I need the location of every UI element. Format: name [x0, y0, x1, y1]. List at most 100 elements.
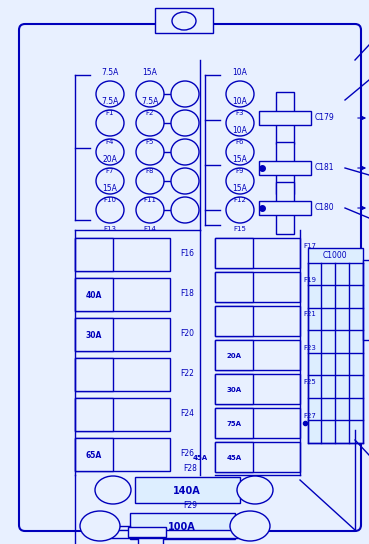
Bar: [75, 278, 113, 311]
Text: 15A: 15A: [232, 155, 248, 164]
Ellipse shape: [226, 197, 254, 223]
Text: 45A: 45A: [193, 455, 208, 461]
Text: F19: F19: [303, 277, 316, 283]
Text: F26: F26: [180, 449, 194, 459]
Text: 45A: 45A: [227, 455, 242, 461]
Text: F16: F16: [180, 250, 194, 258]
Bar: [215, 374, 253, 404]
Text: F13: F13: [103, 226, 117, 232]
Bar: [135, 477, 240, 503]
Text: 10A: 10A: [232, 97, 248, 106]
Bar: [363, 260, 369, 340]
Bar: [340, 370, 362, 430]
Bar: [75, 318, 113, 351]
Ellipse shape: [172, 12, 196, 30]
Text: F11: F11: [144, 197, 156, 203]
Bar: [276, 182, 294, 234]
Text: 10A: 10A: [232, 126, 248, 135]
Ellipse shape: [226, 110, 254, 136]
Bar: [215, 272, 300, 302]
Text: F25: F25: [303, 379, 316, 385]
Text: F28: F28: [183, 464, 197, 473]
Text: F1: F1: [106, 110, 114, 116]
Bar: [130, 513, 235, 539]
Text: 140A: 140A: [173, 486, 201, 496]
Bar: [259, 111, 311, 125]
Ellipse shape: [171, 197, 199, 223]
Text: 40A: 40A: [86, 292, 102, 300]
Bar: [75, 398, 170, 431]
Ellipse shape: [226, 81, 254, 107]
Ellipse shape: [136, 110, 164, 136]
Bar: [259, 201, 311, 215]
Text: F23: F23: [303, 345, 316, 351]
Ellipse shape: [96, 110, 124, 136]
Bar: [276, 92, 294, 144]
Bar: [75, 358, 170, 391]
Text: F22: F22: [180, 369, 194, 379]
Bar: [215, 408, 253, 438]
Text: F12: F12: [234, 197, 246, 203]
Text: F10: F10: [103, 197, 117, 203]
Text: C181: C181: [315, 164, 335, 172]
Ellipse shape: [226, 139, 254, 165]
Text: 20A: 20A: [227, 353, 241, 359]
Text: 7.5A: 7.5A: [101, 97, 119, 106]
Ellipse shape: [96, 139, 124, 165]
Bar: [75, 438, 113, 471]
Text: 30A: 30A: [86, 331, 102, 341]
Ellipse shape: [171, 110, 199, 136]
Ellipse shape: [136, 168, 164, 194]
Bar: [215, 442, 300, 472]
Bar: [215, 374, 300, 404]
Ellipse shape: [230, 511, 270, 541]
Bar: [215, 238, 300, 268]
Text: F17: F17: [303, 243, 316, 249]
Text: F2: F2: [146, 110, 154, 116]
Text: C1000: C1000: [323, 251, 347, 260]
Bar: [75, 238, 113, 271]
Bar: [215, 442, 253, 472]
Text: F18: F18: [180, 289, 194, 299]
Bar: [215, 340, 253, 370]
Text: 20A: 20A: [103, 155, 117, 164]
Ellipse shape: [96, 197, 124, 223]
Bar: [75, 278, 170, 311]
Text: C180: C180: [315, 203, 335, 213]
Ellipse shape: [95, 476, 131, 504]
Bar: [75, 318, 170, 351]
Text: F27: F27: [303, 413, 316, 419]
Bar: [215, 408, 300, 438]
Bar: [100, 530, 250, 538]
Text: F24: F24: [180, 410, 194, 418]
Text: 65A: 65A: [86, 452, 102, 461]
Text: F4: F4: [106, 139, 114, 145]
Bar: [215, 340, 300, 370]
Bar: [215, 306, 300, 336]
Text: 15A: 15A: [142, 68, 158, 77]
Bar: [75, 358, 113, 391]
Text: F20: F20: [180, 330, 194, 338]
Ellipse shape: [96, 168, 124, 194]
Text: F5: F5: [146, 139, 154, 145]
Bar: [215, 272, 253, 302]
Text: F9: F9: [236, 168, 244, 174]
Text: C179: C179: [315, 114, 335, 122]
Ellipse shape: [171, 81, 199, 107]
Bar: [276, 142, 294, 194]
Bar: [259, 161, 311, 175]
Text: 10A: 10A: [232, 68, 248, 77]
Text: 75A: 75A: [227, 421, 241, 427]
Bar: [155, 8, 213, 33]
Bar: [138, 538, 163, 544]
Bar: [75, 238, 170, 271]
Text: F15: F15: [234, 226, 246, 232]
Text: F6: F6: [236, 139, 244, 145]
Ellipse shape: [171, 168, 199, 194]
Ellipse shape: [237, 476, 273, 504]
Text: F3: F3: [236, 110, 244, 116]
Ellipse shape: [80, 511, 120, 541]
Bar: [75, 438, 170, 471]
Text: F7: F7: [106, 168, 114, 174]
Bar: [308, 248, 363, 443]
